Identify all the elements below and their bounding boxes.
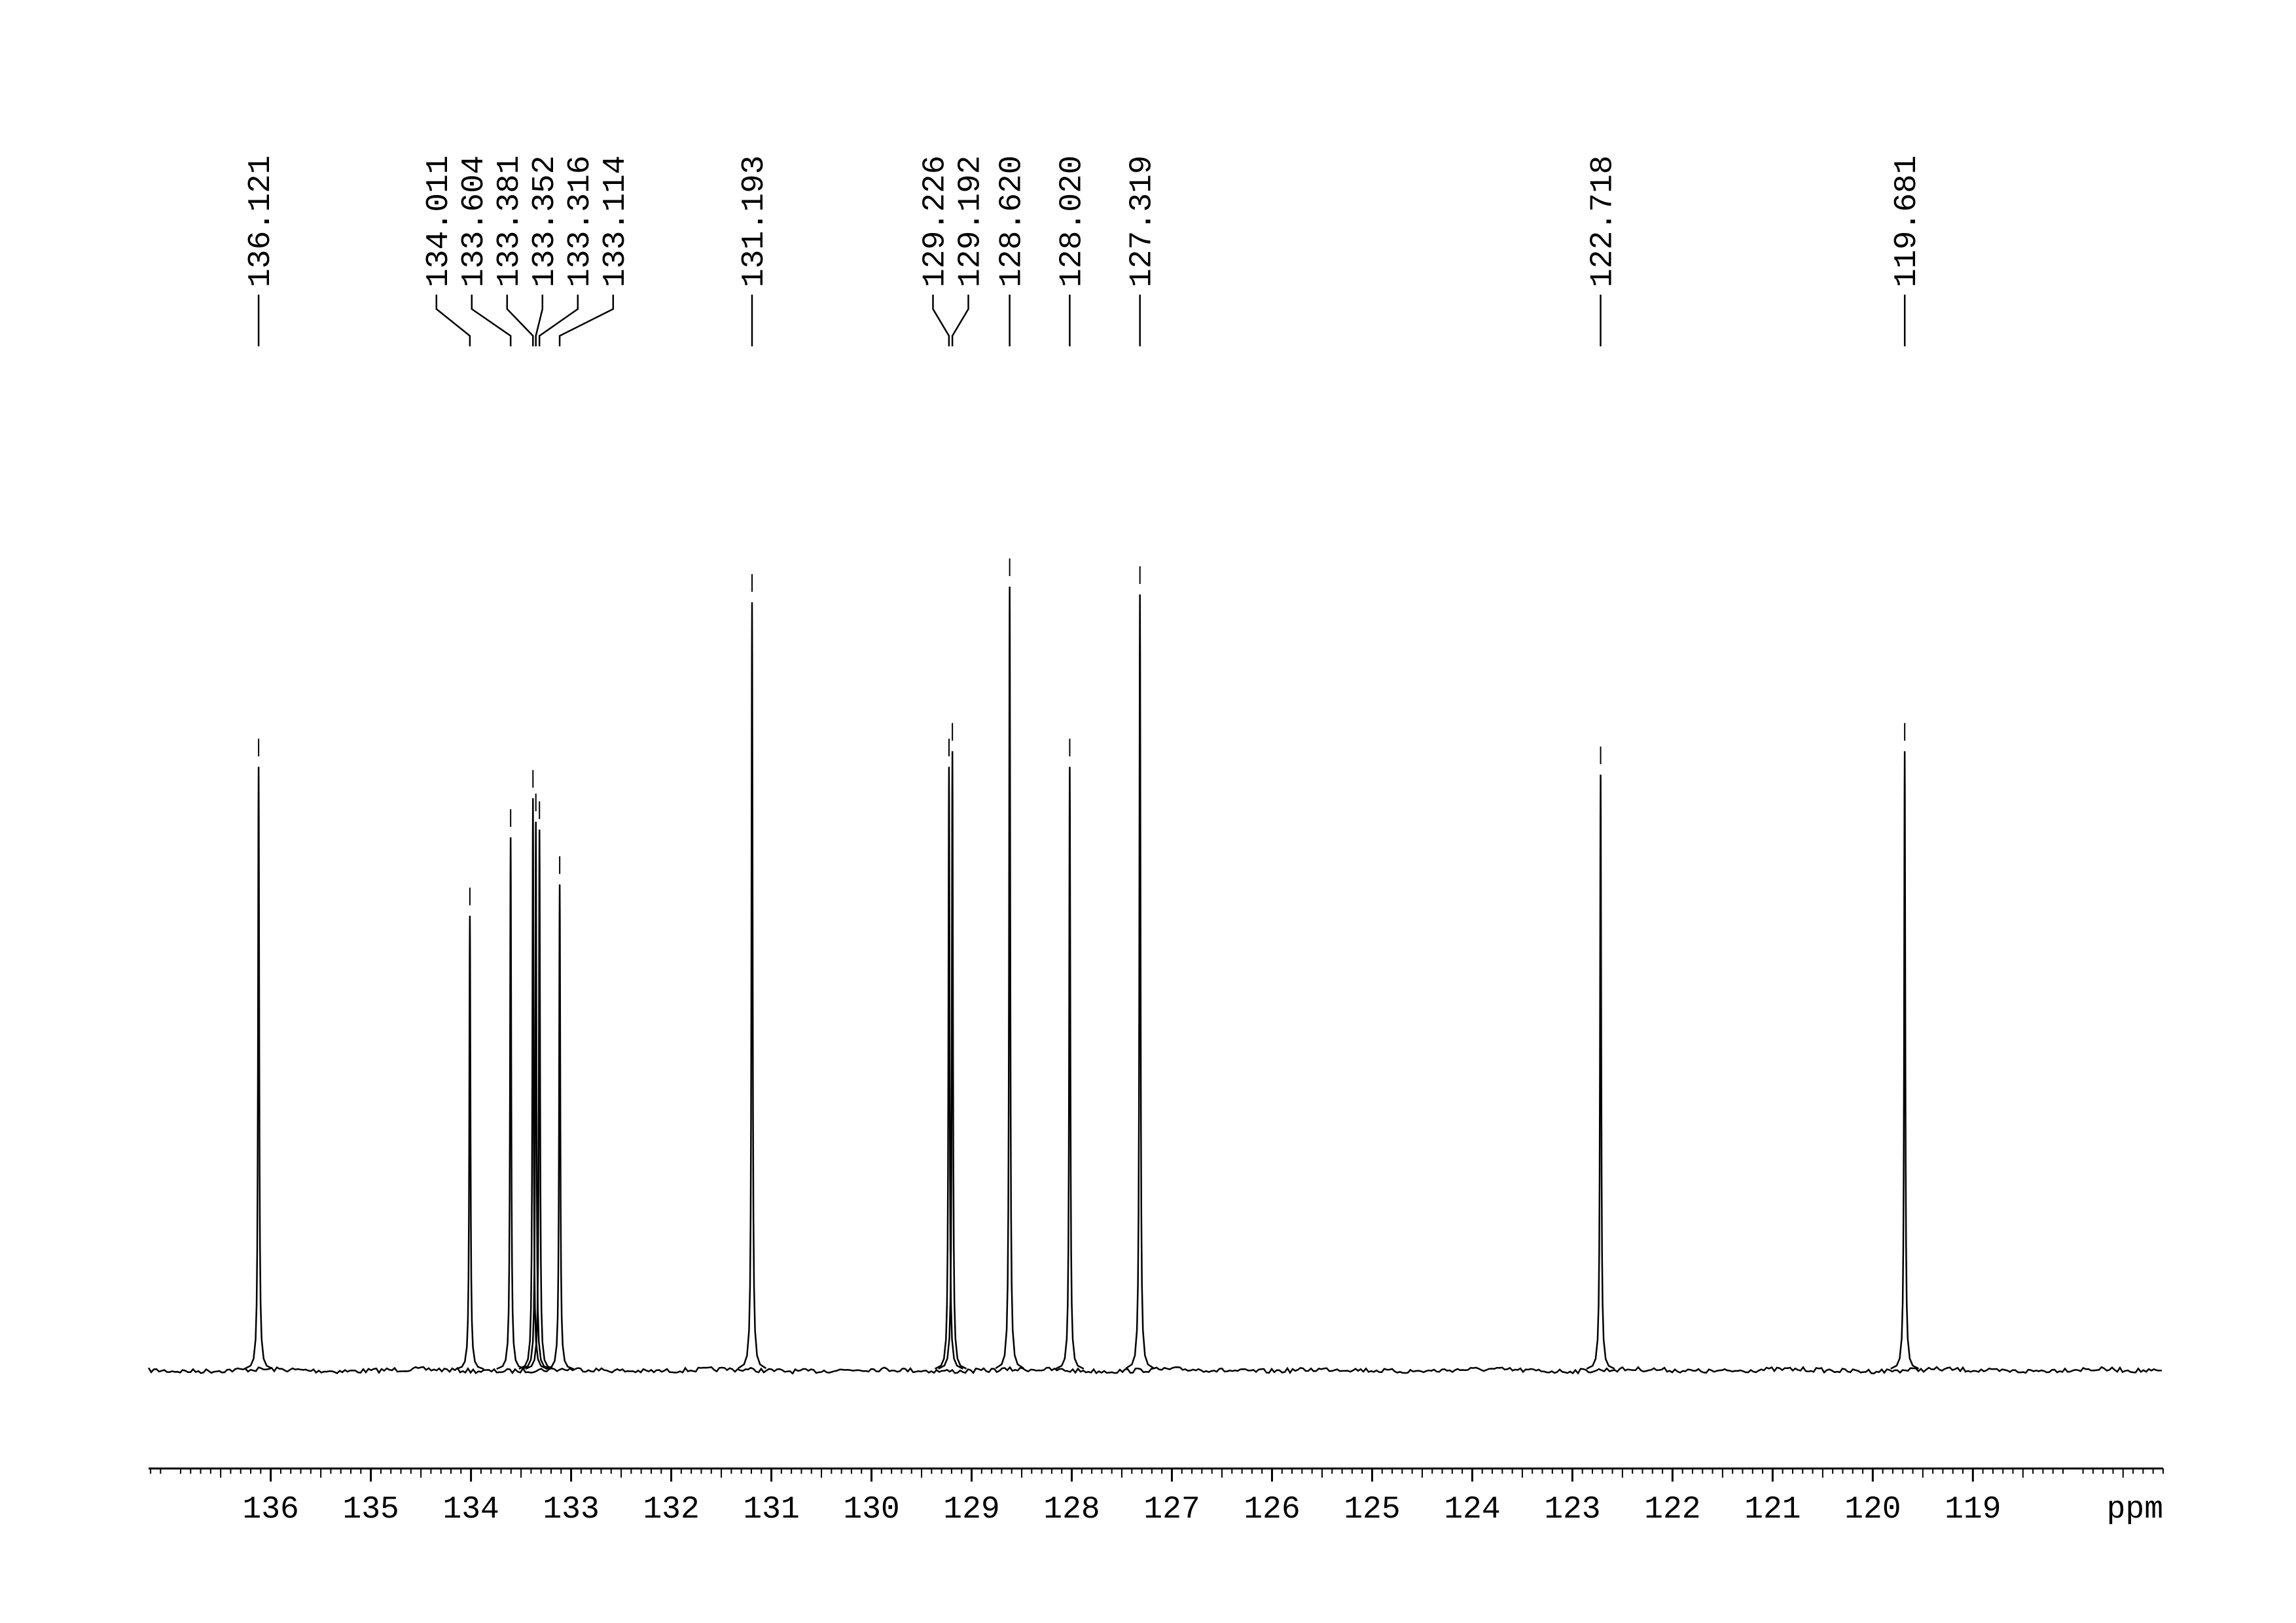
peak: [938, 751, 967, 1370]
x-tick-label: 126: [1244, 1492, 1300, 1527]
peak-label: 119.681: [1890, 155, 1925, 287]
peak-label-connector: [932, 295, 950, 346]
x-tick-label: 122: [1644, 1492, 1700, 1527]
x-tick-label: 132: [643, 1492, 699, 1527]
x-tick-label: 136: [242, 1492, 298, 1527]
x-tick-label: 134: [442, 1492, 499, 1527]
peak-label-connector: [506, 295, 534, 346]
peak-label-connector: [951, 295, 969, 346]
peak-label: 122.718: [1586, 155, 1621, 287]
x-tick-label: 123: [1544, 1492, 1600, 1527]
peak-label-connector: [558, 295, 615, 346]
peak-label: 133.381: [492, 155, 528, 287]
peak: [1586, 775, 1615, 1370]
peak: [1890, 751, 1920, 1370]
peak-label: 129.192: [954, 155, 989, 287]
x-tick-label: 131: [743, 1492, 799, 1527]
peak: [521, 822, 550, 1370]
peak-label: 128.020: [1054, 155, 1090, 287]
peak-label: 127.319: [1125, 155, 1160, 287]
peak: [525, 830, 554, 1370]
peak-label-connector: [535, 295, 544, 346]
peak: [995, 586, 1024, 1370]
peak-label: 133.114: [598, 155, 634, 287]
peak-label: 134.011: [422, 155, 457, 287]
peak-label-connector: [471, 295, 512, 346]
peak-label: 133.316: [563, 155, 598, 287]
x-tick-label: 130: [843, 1492, 899, 1527]
x-tick-label: 133: [543, 1492, 599, 1527]
peak: [1055, 767, 1085, 1370]
peak-label: 136.121: [243, 155, 279, 287]
x-tick-label: 120: [1844, 1492, 1901, 1527]
peak-label: 133.604: [457, 155, 492, 287]
peak-label: 128.620: [995, 155, 1030, 287]
x-tick-label: 129: [943, 1492, 999, 1527]
peak: [518, 798, 548, 1370]
x-tick-label: 124: [1444, 1492, 1500, 1527]
peak: [1125, 594, 1155, 1370]
peak: [456, 915, 484, 1370]
peak-label: 129.226: [918, 155, 954, 287]
baseline: [147, 1366, 2162, 1375]
x-tick-label: 121: [1744, 1492, 1801, 1527]
peak: [496, 837, 526, 1370]
peak-label-connector: [435, 295, 471, 346]
peak: [934, 767, 963, 1370]
x-axis-label: ppm: [2107, 1492, 2163, 1527]
peak: [737, 602, 767, 1370]
peak-label: 131.193: [737, 155, 772, 287]
x-tick-label: 127: [1143, 1492, 1200, 1527]
peak: [545, 884, 575, 1370]
x-tick-label: 119: [1945, 1492, 2001, 1527]
x-tick-label: 135: [342, 1492, 399, 1527]
peak-label: 133.352: [528, 155, 563, 287]
x-tick-label: 125: [1344, 1492, 1400, 1527]
peak-label-connector: [538, 295, 579, 346]
peak: [244, 767, 274, 1370]
x-tick-label: 128: [1043, 1492, 1100, 1527]
